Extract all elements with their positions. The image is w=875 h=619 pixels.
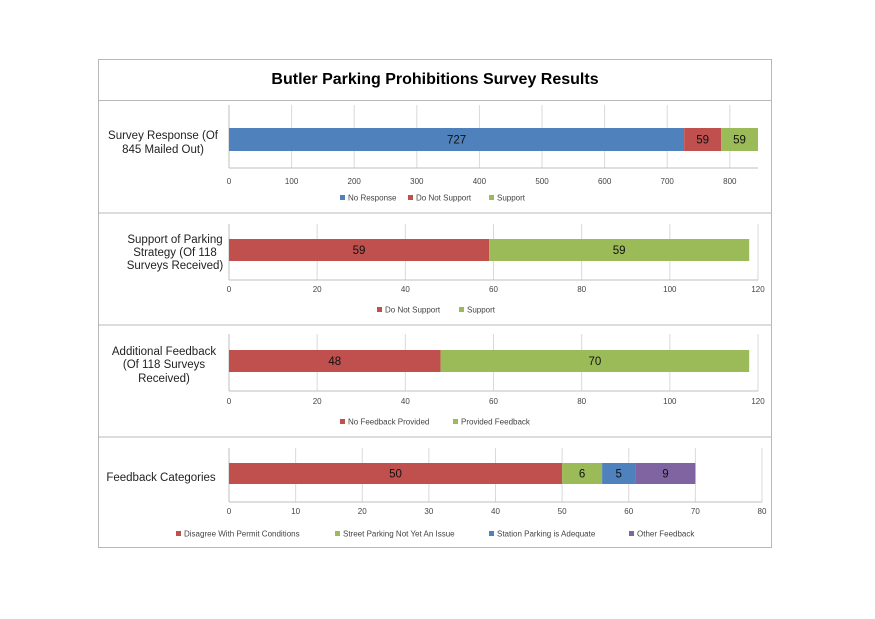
- data-label: 70: [588, 356, 601, 368]
- legend-label: Support: [467, 306, 496, 315]
- bar-segment: [602, 463, 636, 484]
- category-label: (Of 118 Surveys: [123, 359, 205, 371]
- chart-panel-1: 0 100 200 300 400 500 600 700 800 727 59 59 Survey R…: [99, 105, 771, 214]
- data-label: 5: [616, 469, 622, 481]
- category-label: Survey Response (Of: [108, 130, 219, 142]
- legend-swatch: [335, 531, 340, 536]
- legend-label: Disagree With Permit Conditions: [184, 530, 300, 539]
- x-tick-label: 400: [473, 177, 487, 186]
- x-tick-label: 0: [227, 285, 232, 294]
- data-label: 6: [579, 469, 585, 481]
- legend-swatch: [340, 419, 345, 424]
- x-tick-label: 500: [535, 177, 549, 186]
- bar-segment: [229, 463, 563, 484]
- x-tick-label: 60: [489, 397, 498, 406]
- legend-label: No Feedback Provided: [348, 418, 429, 427]
- page-title: Butler Parking Prohibitions Survey Resul…: [271, 71, 599, 88]
- x-tick-label: 120: [751, 285, 765, 294]
- x-tick-label: 120: [751, 397, 765, 406]
- category-label: Received): [138, 373, 190, 385]
- x-tick-label: 0: [227, 177, 232, 186]
- legend-label: Support: [497, 194, 526, 203]
- x-tick-label: 80: [577, 397, 586, 406]
- data-label: 727: [447, 135, 466, 147]
- x-tick-label: 10: [291, 507, 300, 516]
- bar-segment: [440, 350, 750, 372]
- legend-swatch: [489, 195, 494, 200]
- x-tick-label: 40: [401, 285, 410, 294]
- category-label: Support of Parking: [127, 234, 222, 246]
- legend-label: Provided Feedback: [461, 418, 531, 427]
- data-label: 59: [696, 135, 709, 147]
- legend-label: Station Parking is Adequate: [497, 530, 596, 539]
- legend-swatch: [629, 531, 634, 536]
- x-tick-label: 60: [489, 285, 498, 294]
- data-label: 59: [613, 245, 626, 257]
- x-tick-label: 60: [624, 507, 633, 516]
- bar-segment: [229, 128, 685, 151]
- x-tick-label: 0: [227, 397, 232, 406]
- x-tick-label: 200: [348, 177, 362, 186]
- legend-swatch: [459, 307, 464, 312]
- legend-swatch: [489, 531, 494, 536]
- x-tick-label: 40: [491, 507, 500, 516]
- data-label: 48: [328, 356, 341, 368]
- x-tick-label: 30: [424, 507, 433, 516]
- category-label: 845 Mailed Out): [122, 144, 204, 156]
- x-tick-label: 80: [577, 285, 586, 294]
- x-tick-label: 50: [558, 507, 567, 516]
- x-tick-label: 40: [401, 397, 410, 406]
- legend-swatch: [453, 419, 458, 424]
- x-tick-label: 70: [691, 507, 700, 516]
- data-label: 50: [389, 469, 402, 481]
- title-box: Butler Parking Prohibitions Survey Resul…: [99, 60, 771, 101]
- legend-swatch: [176, 531, 181, 536]
- x-tick-label: 700: [661, 177, 675, 186]
- legend-label: Do Not Support: [416, 194, 472, 203]
- legend-swatch: [377, 307, 382, 312]
- bar-segment: [562, 463, 603, 484]
- legend-label: Do Not Support: [385, 306, 441, 315]
- bar-segment: [635, 463, 696, 484]
- category-label: Feedback Categories: [106, 472, 216, 484]
- bar-segment: [721, 128, 758, 151]
- x-tick-label: 0: [227, 507, 232, 516]
- x-tick-label: 100: [285, 177, 299, 186]
- chart-panel-4: 0 10 20 30 40 50 60 70 80 50 6 5 9 Feedback Categorie…: [106, 448, 767, 539]
- legend-label: Other Feedback: [637, 530, 695, 539]
- bar-segment: [489, 239, 750, 261]
- data-label: 59: [353, 245, 366, 257]
- x-tick-label: 20: [313, 397, 322, 406]
- category-label: Strategy (Of 118: [133, 247, 217, 259]
- x-tick-label: 600: [598, 177, 612, 186]
- bar-segment: [229, 239, 490, 261]
- x-tick-label: 100: [663, 397, 677, 406]
- x-tick-label: 20: [358, 507, 367, 516]
- data-label: 9: [662, 469, 668, 481]
- bar-segment: [229, 350, 441, 372]
- x-tick-label: 20: [313, 285, 322, 294]
- x-tick-label: 800: [723, 177, 737, 186]
- x-tick-label: 80: [758, 507, 767, 516]
- x-tick-label: 300: [410, 177, 424, 186]
- chart-panel-3: 0 20 40 60 80 100 120 48 70 Additional Feedback(O…: [99, 334, 771, 438]
- x-tick-label: 100: [663, 285, 677, 294]
- category-label: Additional Feedback: [112, 346, 216, 358]
- legend-swatch: [408, 195, 413, 200]
- category-label: Surveys Received): [127, 260, 224, 272]
- legend-swatch: [340, 195, 345, 200]
- legend-label: Street Parking Not Yet An Issue: [343, 530, 455, 539]
- legend-label: No Response: [348, 194, 397, 203]
- chart-panel-2: 0 20 40 60 80 100 120 59 59 Support of ParkingStr…: [99, 224, 771, 326]
- data-label: 59: [733, 135, 746, 147]
- bar-segment: [684, 128, 722, 151]
